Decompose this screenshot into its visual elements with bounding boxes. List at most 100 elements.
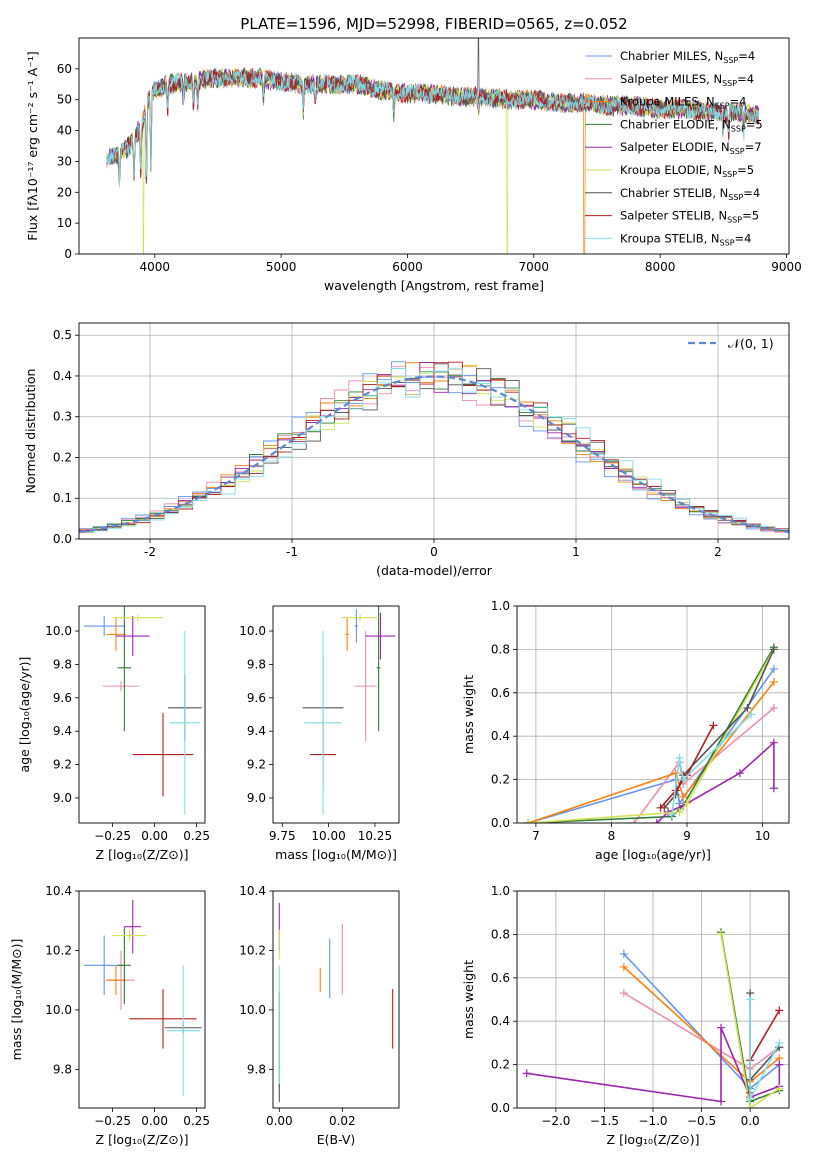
- figure-title: PLATE=1596, MJD=52998, FIBERID=0565, z=0…: [240, 15, 627, 33]
- legend-sub: SSP: [731, 124, 746, 133]
- y-axis-label: Flux [fλ10⁻¹⁷ erg cm⁻² s⁻¹ A⁻¹]: [25, 51, 40, 240]
- errorbar-kroupa_stelib: [166, 965, 200, 1097]
- mass_age-frame: [272, 605, 400, 824]
- errorbar-kroupa_elodie: [112, 614, 163, 622]
- mass_age-axes: 9.75 10.00 10.25 9.0 9.2 9.4 9.6 9.8 10.0 mass [l…: [239, 624, 397, 862]
- y-tick-label: 0.6: [491, 971, 510, 985]
- y-tick-label: 9.2: [247, 758, 266, 772]
- y-tick-label: 9.4: [53, 724, 72, 738]
- y-tick-label: 10: [57, 216, 72, 230]
- x-tick-label: −0.25: [94, 829, 131, 843]
- weight-marker-salpeter_elodie: [735, 769, 744, 778]
- legend-label: Salpeter MILES, N: [620, 72, 722, 86]
- weight-marker-chabrier_miles: [769, 664, 778, 673]
- y-tick-label: 0.2: [53, 450, 72, 464]
- errorbar-kroupa_miles: [105, 617, 127, 652]
- legend-label: Chabrier MILES, N: [620, 49, 723, 63]
- weight-marker-salpeter_stelib: [775, 1006, 784, 1015]
- y-tick-label: 40: [57, 124, 72, 138]
- legend-entry-salpeter_miles: Salpeter MILES, NSSP=4: [620, 72, 754, 88]
- y-axis-label: Normed distribution: [23, 369, 38, 494]
- y-tick-label: 0.1: [53, 491, 72, 505]
- y-tick-label: 60: [57, 62, 72, 76]
- legend-entry-kroupa_stelib: Kroupa STELIB, NSSP=4: [620, 231, 751, 247]
- weight-line-salpeter_miles: [633, 707, 775, 823]
- weight-marker-salpeter_elodie: [769, 738, 778, 747]
- legend-tail: =5: [746, 117, 763, 131]
- x-tick-label: -1: [286, 545, 298, 559]
- x-tick-label: 0.02: [329, 1114, 356, 1128]
- x-tick-label: 0.00: [266, 1114, 293, 1128]
- x-tick-label: −0.5: [687, 1114, 716, 1128]
- y-tick-label: 9.4: [247, 724, 266, 738]
- errorbar-salpeter_elodie: [124, 899, 142, 954]
- y-tick-label: 0.6: [491, 686, 510, 700]
- weight-marker-salpeter_miles: [630, 819, 639, 823]
- y-tick-label: 9.2: [53, 758, 72, 772]
- weight-line-salpeter_stelib: [659, 725, 715, 809]
- x-tick-label: 4000: [140, 260, 171, 274]
- weight-marker-kroupa_elodie: [675, 808, 684, 817]
- errorbar-salpeter_stelib: [132, 712, 194, 797]
- y-tick-label: 0.5: [53, 328, 72, 342]
- y-axis-label: mass weight: [461, 960, 476, 1039]
- x-axis-label: Z [log₁₀(Z/Z⊙)]: [607, 1132, 700, 1147]
- legend-sub: SSP: [728, 193, 743, 202]
- x-tick-label: 0.25: [183, 1114, 210, 1128]
- y-tick-label: 10.0: [45, 624, 72, 638]
- age_weight-frame: [516, 605, 790, 824]
- weight-marker-kroupa_elodie: [683, 799, 691, 808]
- errorbar-salpeter_miles: [102, 681, 140, 692]
- errorbar-kroupa_miles: [105, 965, 127, 996]
- weight-marker-chabrier_miles: [619, 949, 628, 958]
- y-tick-label: 9.8: [53, 657, 72, 671]
- y-axis-label: mass [log₁₀(M/M⊙)]: [9, 939, 24, 1061]
- legend-label: Salpeter ELODIE, N: [620, 140, 730, 154]
- x-tick-label: 8000: [645, 260, 676, 274]
- weight-marker-salpeter_elodie: [717, 1097, 725, 1106]
- legend-label: Chabrier STELIB, N: [620, 186, 728, 200]
- plots: 4000 5000 6000 7000 8000 90000102030405060wav…: [9, 37, 802, 1147]
- residuals-axes: -2 -1 0 1 2 0.0 0.1 0.2 0.3 0.4 0.5 (data-model)/er…: [23, 323, 789, 578]
- y-tick-label: 0.3: [53, 410, 72, 424]
- residuals-frame: [78, 322, 790, 540]
- weight-marker-kroupa_stelib: [746, 995, 755, 1004]
- legend-tail: =4: [730, 95, 747, 109]
- x-tick-label: 0: [430, 545, 438, 559]
- x-tick-label: 7: [532, 829, 540, 843]
- x-axis-label: age [log₁₀(age/yr)]: [595, 847, 711, 862]
- legend-tail: =4: [737, 72, 754, 86]
- weight-line-chabrier_elodie: [528, 646, 775, 823]
- x-tick-label: 5000: [266, 260, 297, 274]
- errorbar-chabrier_miles: [84, 616, 125, 637]
- y-axis-label: mass weight: [461, 675, 476, 754]
- weight-marker-kroupa_elodie: [524, 819, 533, 823]
- errorbar-kroupa_elodie: [341, 614, 379, 622]
- weight-marker-kroupa_miles: [671, 769, 680, 778]
- x-tick-label: 8: [608, 829, 616, 843]
- legend-sub: SSP: [722, 170, 737, 179]
- y-tick-label: 20: [57, 185, 72, 199]
- errorbar-kroupa_stelib: [169, 631, 200, 815]
- legend-entry-chabrier_miles: Chabrier MILES, NSSP=4: [620, 49, 755, 65]
- x-tick-label: 0.00: [141, 829, 168, 843]
- x-tick-label: −1.5: [590, 1114, 619, 1128]
- legend-sub: SSP: [722, 79, 737, 88]
- z_age-points: [84, 606, 202, 815]
- y-tick-label: 0.4: [491, 1014, 510, 1028]
- histogram-legend: 𝒩(0, 1): [688, 336, 774, 351]
- weight-marker-kroupa_stelib: [667, 810, 676, 819]
- errorbar-salpeter_stelib: [129, 989, 197, 1049]
- x-axis-label: mass [log₁₀(M/M⊙)]: [275, 847, 397, 862]
- histogram-lines: [79, 361, 789, 535]
- x-axis-label: Z [log₁₀(Z/Z⊙)]: [96, 847, 189, 862]
- z_mass-points: [84, 899, 202, 1097]
- z_age-axes: −0.25 0.00 0.25 9.0 9.2 9.4 9.6 9.8 10.0 Z [log₁₀…: [17, 624, 210, 862]
- y-tick-label: 0.0: [53, 532, 72, 546]
- weight-marker-kroupa_elodie: [717, 930, 725, 939]
- y-tick-label: 9.6: [53, 691, 72, 705]
- weight-marker-kroupa_stelib: [746, 1095, 755, 1104]
- histogram-kroupa_stelib: [79, 368, 789, 535]
